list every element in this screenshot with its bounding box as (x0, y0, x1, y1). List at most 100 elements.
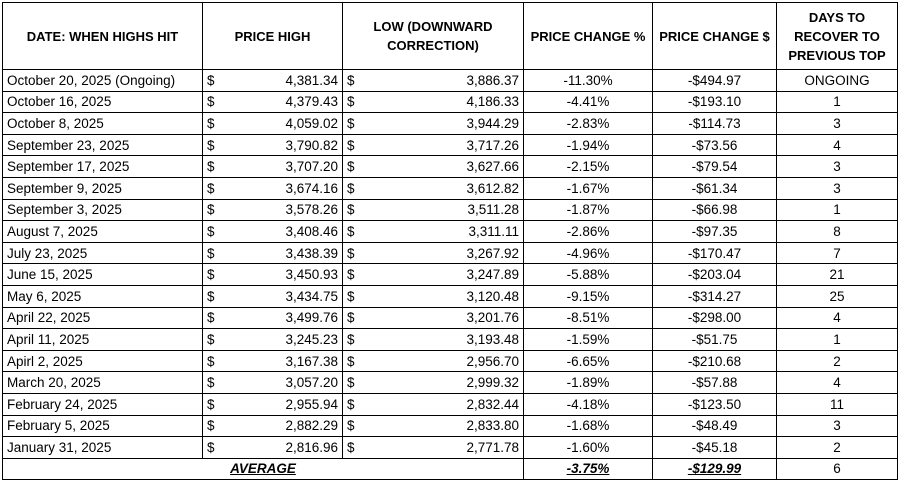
date-cell: October 16, 2025 (2, 90, 203, 114)
price-cell: $3,674.16 (202, 176, 343, 200)
money: $2,955.94 (207, 397, 338, 412)
currency-sign: $ (207, 396, 215, 412)
value-cell: 2 (776, 436, 898, 459)
currency-sign: $ (207, 180, 215, 196)
price-value: 2,833.80 (466, 418, 519, 434)
table-row: September 23, 2025 $3,790.82 $3,717.26 -1.9… (2, 133, 898, 157)
price-cell: $3,886.37 (342, 69, 524, 92)
currency-sign: $ (347, 439, 355, 455)
value-cell: 25 (776, 284, 898, 308)
header-cell: DAYS TO RECOVER TO PREVIOUS TOP (776, 2, 898, 70)
price-value: 3,450.93 (285, 267, 338, 283)
date-cell: April 22, 2025 (2, 306, 203, 330)
currency-sign: $ (347, 353, 355, 369)
currency-sign: $ (207, 159, 215, 175)
value-cell: -1.87% (523, 198, 653, 222)
currency-sign: $ (347, 223, 355, 239)
date-cell: May 6, 2025 (2, 284, 203, 308)
money: $4,186.33 (347, 94, 519, 109)
date-cell: January 31, 2025 (2, 436, 203, 459)
currency-sign: $ (207, 331, 215, 347)
value-cell: 2 (776, 349, 898, 373)
price-cell: $3,578.26 (202, 198, 343, 222)
value-cell: -6.65% (523, 349, 653, 373)
currency-sign: $ (207, 72, 215, 88)
table-row: January 31, 2025 $2,816.96 $2,771.78 -1.60%… (2, 436, 898, 459)
money: $2,816.96 (207, 440, 338, 455)
money: $4,379.43 (207, 94, 338, 109)
table-row: April 22, 2025 $3,499.76 $3,201.76 -8.51% -$… (2, 306, 898, 330)
average-label: AVERAGE (2, 457, 524, 481)
value-cell: -2.86% (523, 220, 653, 243)
money: $3,674.16 (207, 181, 338, 196)
currency-sign: $ (347, 245, 355, 261)
price-cell: $2,832.44 (342, 392, 524, 416)
currency-sign: $ (347, 137, 355, 153)
money: $2,999.32 (347, 375, 519, 390)
date-cell: June 15, 2025 (2, 263, 203, 286)
currency-sign: $ (207, 439, 215, 455)
value-cell: -1.59% (523, 328, 653, 351)
currency-sign: $ (347, 180, 355, 196)
price-cell: $3,627.66 (342, 155, 524, 178)
date-cell: February 24, 2025 (2, 392, 203, 416)
currency-sign: $ (347, 310, 355, 326)
currency-sign: $ (347, 288, 355, 304)
average-change: -$129.99 (652, 457, 777, 481)
price-value: 3,245.23 (285, 331, 338, 347)
date-cell: Apirl 2, 2025 (2, 349, 203, 373)
currency-sign: $ (347, 375, 355, 391)
price-cell: $2,816.96 (202, 436, 343, 459)
date-cell: September 17, 2025 (2, 155, 203, 178)
price-value: 3,267.92 (466, 245, 519, 261)
money: $3,886.37 (347, 73, 519, 88)
value-cell: -11.30% (523, 69, 653, 92)
price-value: 4,381.34 (285, 72, 338, 88)
value-cell: 21 (776, 263, 898, 286)
price-value: 3,434.75 (285, 288, 338, 304)
value-cell: 1 (776, 328, 898, 351)
header-cell: PRICE CHANGE % (523, 2, 653, 70)
value-cell: -$48.49 (652, 414, 777, 438)
value-cell: 3 (776, 176, 898, 200)
currency-sign: $ (207, 115, 215, 131)
price-value: 3,674.16 (285, 180, 338, 196)
value-cell: -$61.34 (652, 176, 777, 200)
value-cell: -4.41% (523, 90, 653, 114)
table-row: June 15, 2025 $3,450.93 $3,247.89 -5.88% -$2… (2, 263, 898, 286)
currency-sign: $ (207, 94, 215, 110)
date-cell: March 20, 2025 (2, 371, 203, 394)
money: $3,120.48 (347, 289, 519, 304)
price-value: 3,499.76 (285, 310, 338, 326)
average-days: 6 (776, 457, 898, 481)
money: $3,438.39 (207, 246, 338, 261)
price-cell: $4,381.34 (202, 69, 343, 92)
price-value: 2,999.32 (466, 375, 519, 391)
currency-sign: $ (347, 94, 355, 110)
price-value: 3,167.38 (285, 353, 338, 369)
price-cell: $3,245.23 (202, 328, 343, 351)
value-cell: -$170.47 (652, 241, 777, 265)
money: $3,311.11 (347, 224, 519, 239)
price-cell: $3,057.20 (202, 371, 343, 394)
price-value: 2,771.78 (466, 439, 519, 455)
table-row: February 24, 2025 $2,955.94 $2,832.44 -4.18… (2, 392, 898, 416)
money: $3,499.76 (207, 310, 338, 325)
money: $4,059.02 (207, 116, 338, 131)
money: $2,882.29 (207, 418, 338, 433)
header-row: DATE: WHEN HIGHS HIT PRICE HIGH LOW (DOWNW… (2, 2, 898, 70)
date-cell: September 9, 2025 (2, 176, 203, 200)
price-cell: $2,771.78 (342, 436, 524, 459)
value-cell: -$193.10 (652, 90, 777, 114)
price-cell: $3,612.82 (342, 176, 524, 200)
money: $3,247.89 (347, 267, 519, 282)
price-cell: $3,193.48 (342, 328, 524, 351)
value-cell: 3 (776, 414, 898, 438)
money: $3,408.46 (207, 224, 338, 239)
value-cell: -1.68% (523, 414, 653, 438)
price-value: 4,379.43 (285, 94, 338, 110)
value-cell: -4.96% (523, 241, 653, 265)
money: $4,381.34 (207, 73, 338, 88)
money: $3,707.20 (207, 159, 338, 174)
